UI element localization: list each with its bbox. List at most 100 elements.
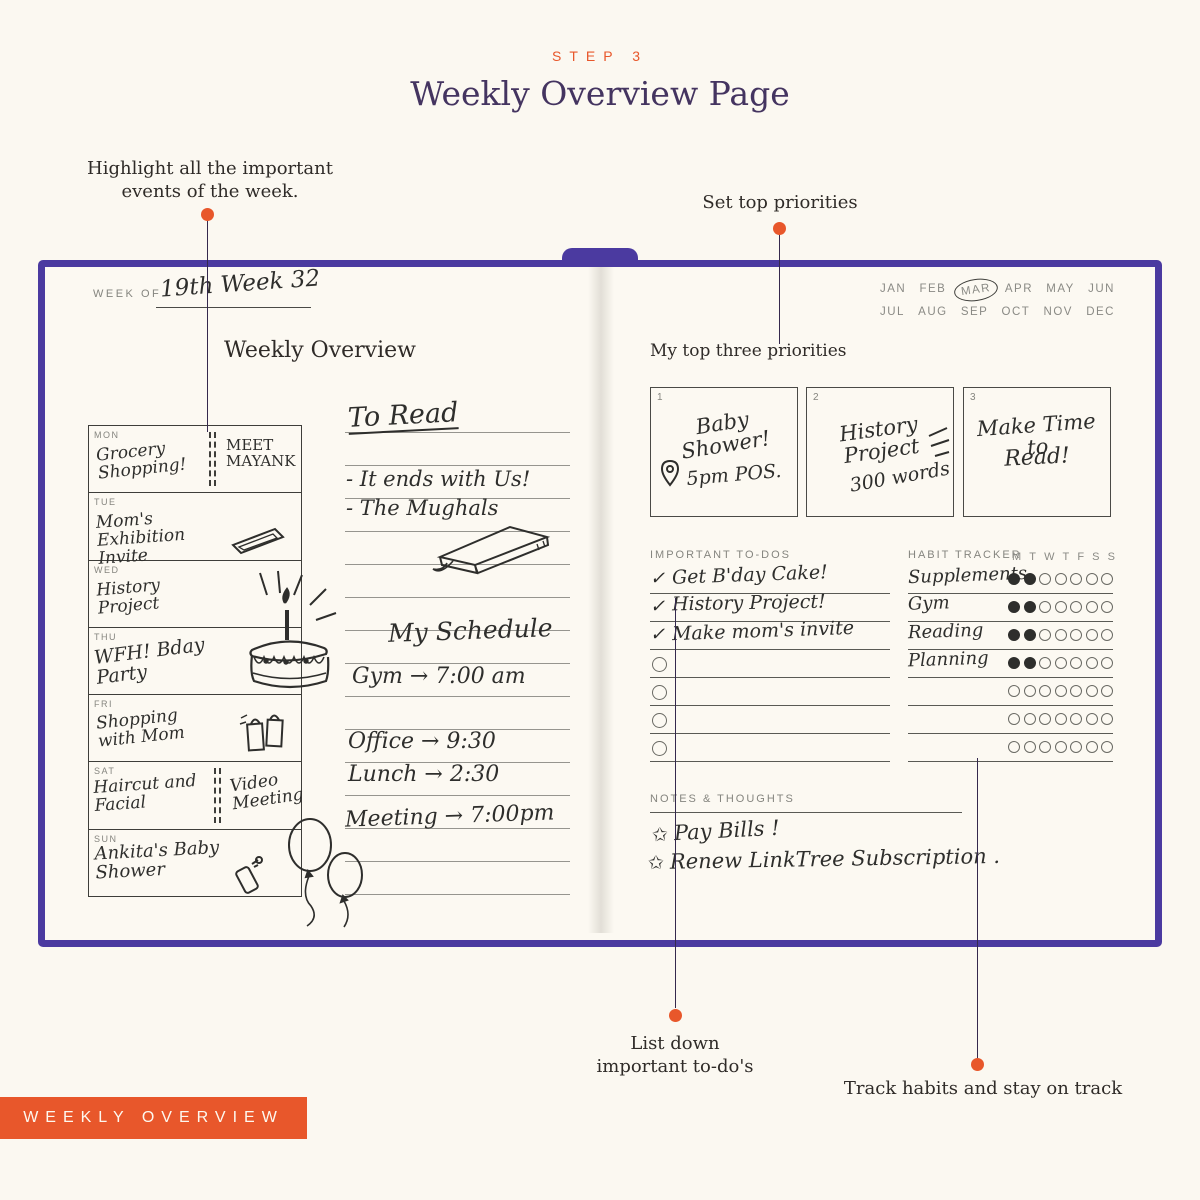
todo-row-empty bbox=[650, 706, 890, 734]
habit-circle-empty-icon bbox=[1039, 629, 1051, 641]
annotation-todos-dot bbox=[669, 1009, 682, 1022]
habit-circle-empty-icon bbox=[1039, 601, 1051, 613]
todo-row-empty bbox=[650, 734, 890, 762]
day-label: SAT bbox=[94, 766, 116, 777]
day-row-wed: WED History Project bbox=[89, 561, 301, 628]
habit-circle-empty-icon bbox=[1008, 713, 1020, 725]
habit-circle-empty-icon bbox=[1101, 657, 1113, 669]
book-doodle-icon bbox=[425, 515, 560, 585]
day-row-thu: THU WFH! Bday Party bbox=[89, 628, 301, 696]
check-icon: ✓ bbox=[650, 596, 666, 617]
day-row-fri: FRI Shopping with Mom bbox=[89, 695, 301, 763]
schedule-title: My Schedule bbox=[387, 613, 554, 648]
todo-row-empty bbox=[650, 678, 890, 706]
habit-circle-empty-icon bbox=[1101, 573, 1113, 585]
annotation-habits: Track habits and stay on track bbox=[843, 1078, 1123, 1099]
habit-day-header: M T W T F S S bbox=[1012, 551, 1115, 563]
day-divider bbox=[209, 432, 216, 487]
todo-text: Make mom's invite bbox=[671, 616, 855, 646]
day-label: SUN bbox=[94, 833, 118, 844]
day-label: TUE bbox=[94, 497, 117, 508]
habit-circle-filled-icon bbox=[1023, 629, 1036, 641]
annotation-events: Highlight all the important events of th… bbox=[85, 158, 335, 203]
habit-circle-empty-icon bbox=[1054, 685, 1067, 697]
emphasis-lines-doodle-icon bbox=[925, 424, 951, 464]
habit-circle-empty-icon bbox=[1101, 629, 1113, 641]
habit-circle-filled-icon bbox=[1023, 657, 1036, 669]
habit-circle-empty-icon bbox=[1039, 741, 1051, 753]
habit-circle-empty-icon bbox=[1070, 657, 1082, 669]
habit-circle-empty-icon bbox=[1039, 657, 1051, 669]
priority-number: 3 bbox=[970, 392, 976, 403]
month-jul: JUL bbox=[880, 306, 905, 318]
priority-box-2: 2 History Project 300 words bbox=[806, 387, 954, 517]
annotation-todos-line bbox=[675, 598, 676, 1008]
month-nov: NOV bbox=[1043, 306, 1073, 318]
day-divider bbox=[214, 768, 221, 823]
day-label: MON bbox=[94, 430, 120, 440]
habit-circle-empty-icon bbox=[1085, 741, 1098, 753]
todo-circle-icon bbox=[652, 713, 667, 728]
habit-day: S bbox=[1107, 551, 1115, 563]
habit-circle-empty-icon bbox=[1101, 685, 1113, 697]
habit-circle-filled-icon bbox=[1008, 601, 1020, 613]
month-apr: APR bbox=[1004, 283, 1034, 295]
months-row-2: JUL AUG SEP OCT NOV DEC bbox=[880, 306, 1115, 318]
balloons-doodle-icon bbox=[278, 815, 368, 930]
habit-circle-empty-icon bbox=[1101, 741, 1113, 753]
shopping-bags-doodle-icon bbox=[239, 710, 289, 756]
todo-row: ✓ History Project! bbox=[650, 591, 890, 622]
annotation-todos-line2: important to-do's bbox=[596, 1055, 754, 1077]
read-item-2: - The Mughals bbox=[346, 496, 499, 520]
habit-circle-empty-icon bbox=[1070, 629, 1082, 641]
habit-circle-empty-icon bbox=[1054, 657, 1067, 669]
section-banner: WEEKLY OVERVIEW bbox=[0, 1097, 307, 1139]
day-entry: Grocery Shopping! bbox=[95, 438, 188, 484]
month-oct: OCT bbox=[1001, 306, 1031, 318]
habit-circle-empty-icon bbox=[1085, 629, 1098, 641]
baby-bottle-doodle-icon bbox=[232, 855, 268, 896]
day-entry: Mom's Exhibition Invite bbox=[95, 509, 186, 569]
day-row-sat: SAT Haircut and Facial Video Meeting bbox=[89, 762, 305, 830]
check-icon: ✓ bbox=[650, 624, 666, 645]
habit-circle-empty-icon bbox=[1054, 573, 1067, 585]
left-page-title: Weekly Overview bbox=[224, 338, 416, 363]
annotation-events-line2: events of the week. bbox=[121, 180, 299, 202]
todos-title: IMPORTANT TO-DOS bbox=[650, 549, 791, 561]
habit-circles bbox=[1008, 713, 1113, 725]
habit-circle-empty-icon bbox=[1023, 713, 1036, 725]
habit-circles bbox=[1008, 573, 1113, 585]
month-jun: JUN bbox=[1088, 283, 1115, 295]
day-entry: Ankita's Baby Shower bbox=[93, 836, 220, 884]
priority-number: 1 bbox=[657, 392, 663, 403]
read-item-1: - It ends with Us! bbox=[346, 467, 531, 491]
habit-row: Supplements bbox=[908, 563, 1113, 594]
envelope-doodle-icon bbox=[229, 523, 287, 557]
habit-row: Reading bbox=[908, 620, 1113, 650]
habit-row: Gym bbox=[908, 592, 1113, 622]
to-read-title: To Read bbox=[347, 397, 460, 436]
month-may: MAY bbox=[1046, 283, 1075, 295]
day-entry: WFH! Bday Party bbox=[92, 633, 206, 689]
day-row-mon: MON Grocery Shopping! MEET MAYANK bbox=[89, 426, 301, 494]
day-row-tue: TUE Mom's Exhibition Invite bbox=[89, 493, 301, 569]
habit-circle-empty-icon bbox=[1054, 629, 1067, 641]
todo-row: ✓ Make mom's invite bbox=[650, 616, 890, 650]
habit-circle-empty-icon bbox=[1023, 741, 1036, 753]
habit-day: W bbox=[1044, 551, 1055, 563]
day-label: WED bbox=[94, 564, 120, 575]
day-entry: History Project bbox=[95, 574, 161, 619]
habit-circles bbox=[1008, 685, 1113, 697]
annotation-habits-line bbox=[977, 758, 978, 1058]
habit-circle-empty-icon bbox=[1039, 713, 1051, 725]
habit-circle-empty-icon bbox=[1085, 573, 1098, 585]
habit-row-empty bbox=[908, 734, 1113, 762]
month-sep: SEP bbox=[960, 306, 989, 318]
birthday-cake-doodle-icon bbox=[232, 565, 347, 710]
habit-circle-empty-icon bbox=[1070, 601, 1082, 613]
habit-circle-filled-icon bbox=[1023, 601, 1036, 613]
habit-circle-empty-icon bbox=[1023, 685, 1036, 697]
habit-circle-empty-icon bbox=[1085, 601, 1098, 613]
day-entry: Shopping with Mom bbox=[95, 705, 186, 752]
